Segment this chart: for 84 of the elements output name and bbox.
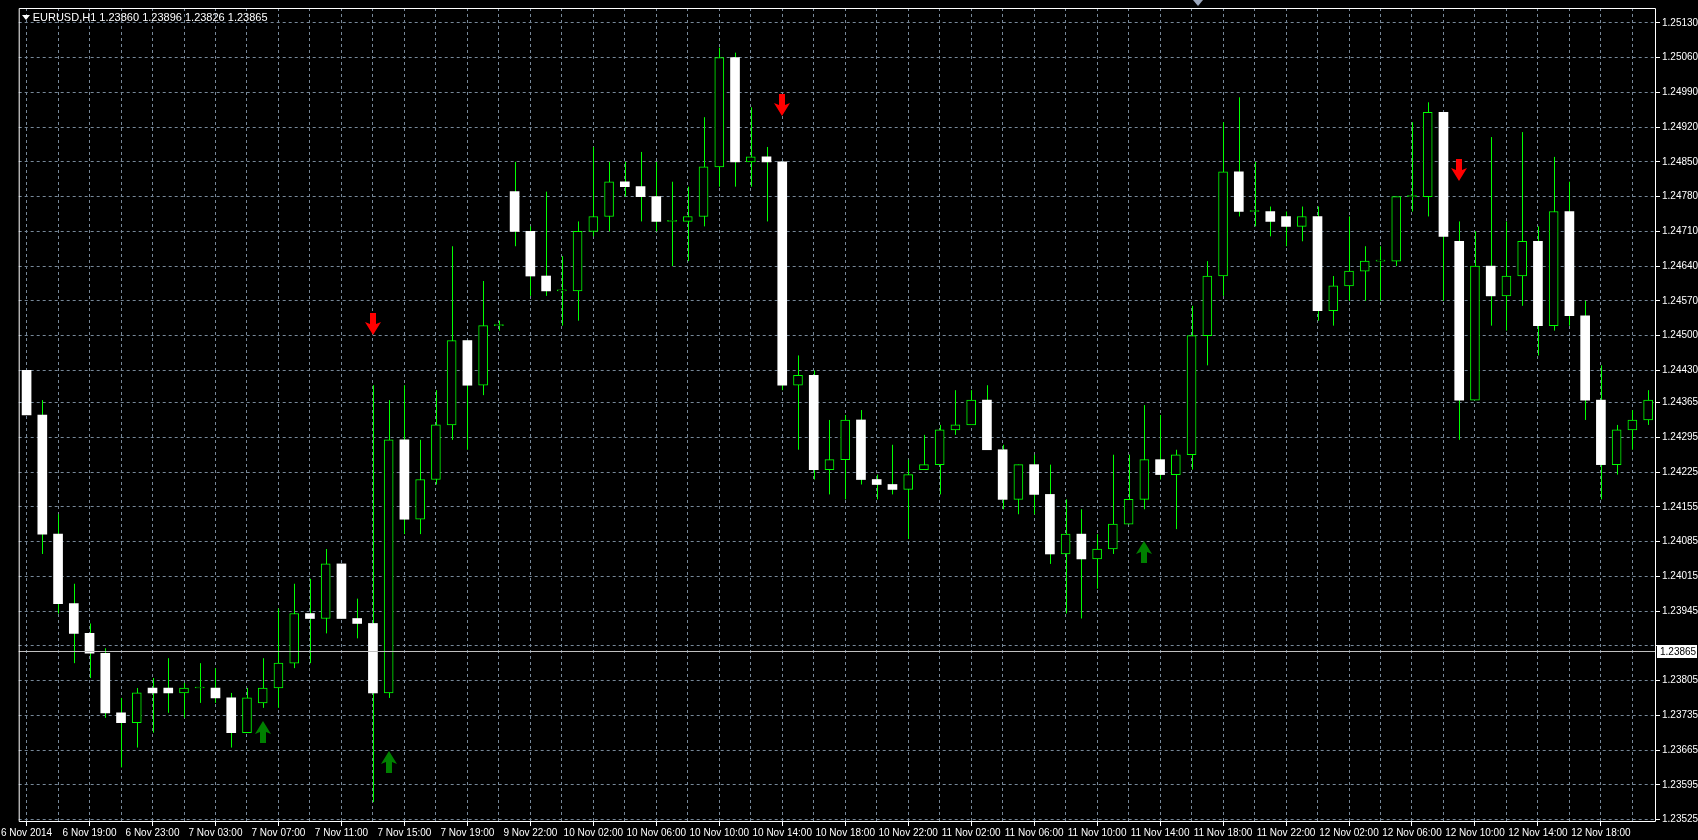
x-tick-label: 12 Nov 10:00 bbox=[1445, 826, 1506, 838]
y-tick-label: 1.24850 bbox=[1662, 155, 1698, 167]
x-tick-label: 10 Nov 10:00 bbox=[689, 826, 750, 838]
candlestick bbox=[824, 419, 835, 495]
x-tick-label: 12 Nov 02:00 bbox=[1319, 826, 1380, 838]
y-tick-label: 1.24365 bbox=[1662, 396, 1698, 408]
x-tick-label: 11 Nov 10:00 bbox=[1067, 826, 1127, 838]
candlestick bbox=[1328, 275, 1339, 327]
candlestick bbox=[194, 662, 205, 704]
x-tick-label: 11 Nov 02:00 bbox=[941, 826, 1001, 838]
y-tick-label: 1.23735 bbox=[1662, 709, 1698, 721]
ref-line-label: 1.23865 bbox=[1660, 645, 1697, 657]
candlestick bbox=[903, 459, 914, 540]
candlestick bbox=[871, 474, 882, 500]
x-tick-label: 10 Nov 14:00 bbox=[752, 826, 813, 838]
y-tick-label: 1.24570 bbox=[1662, 294, 1698, 306]
x-tick-label: 12 Nov 06:00 bbox=[1382, 826, 1443, 838]
x-tick-label: 6 Nov 19:00 bbox=[62, 826, 117, 838]
candlestick bbox=[1265, 206, 1276, 237]
chart-title: EURUSD,H1 1.23860 1.23896 1.23826 1.23865 bbox=[32, 10, 268, 23]
candlestick bbox=[1092, 533, 1102, 590]
x-tick-label: 10 Nov 18:00 bbox=[815, 826, 876, 838]
y-tick-label: 1.24225 bbox=[1662, 465, 1698, 477]
candlestick bbox=[116, 697, 126, 768]
y-tick-label: 1.24430 bbox=[1662, 364, 1698, 376]
y-tick-label: 1.25130 bbox=[1662, 16, 1698, 28]
candlestick bbox=[305, 578, 315, 664]
candlestick bbox=[1344, 215, 1354, 302]
x-tick-label: 12 Nov 18:00 bbox=[1571, 826, 1632, 838]
y-tick-label: 1.23595 bbox=[1662, 778, 1698, 790]
candlestick bbox=[557, 255, 567, 327]
candlestick bbox=[966, 389, 976, 426]
y-tick-label: 1.23525 bbox=[1662, 813, 1698, 825]
x-tick-label: 11 Nov 06:00 bbox=[1004, 826, 1064, 838]
x-tick-label: 7 Nov 11:00 bbox=[314, 826, 369, 838]
candlestick bbox=[1296, 206, 1307, 242]
x-tick-label: 11 Nov 18:00 bbox=[1193, 826, 1253, 838]
candlestick bbox=[682, 186, 693, 262]
x-tick-label: 6 Nov 2014 bbox=[1, 826, 53, 838]
y-tick-label: 1.24155 bbox=[1662, 500, 1698, 512]
y-tick-label: 1.24085 bbox=[1662, 535, 1698, 547]
candlestick bbox=[257, 657, 268, 709]
x-tick-label: 10 Nov 02:00 bbox=[563, 826, 624, 838]
x-tick-label: 12 Nov 14:00 bbox=[1508, 826, 1569, 838]
candlestick bbox=[793, 354, 803, 451]
x-tick-label: 6 Nov 23:00 bbox=[125, 826, 180, 838]
y-tick-label: 1.24990 bbox=[1662, 86, 1698, 98]
candlestick bbox=[352, 598, 363, 639]
y-tick-label: 1.25060 bbox=[1662, 51, 1698, 63]
y-tick-label: 1.23665 bbox=[1662, 743, 1698, 755]
candlestick bbox=[1375, 245, 1386, 302]
candlestick bbox=[1359, 245, 1370, 302]
candlestick bbox=[541, 191, 551, 297]
x-tick-label: 7 Nov 03:00 bbox=[188, 826, 243, 838]
candlestick bbox=[1123, 454, 1134, 525]
x-tick-label: 7 Nov 19:00 bbox=[440, 826, 495, 838]
y-tick-label: 1.24015 bbox=[1662, 570, 1698, 582]
candlestick bbox=[635, 151, 646, 222]
candlestick bbox=[619, 161, 630, 198]
y-tick-label: 1.24500 bbox=[1662, 329, 1698, 341]
candlestick bbox=[919, 434, 929, 471]
y-tick-label: 1.24920 bbox=[1662, 120, 1698, 132]
x-tick-label: 11 Nov 22:00 bbox=[1256, 826, 1316, 838]
x-tick-label: 11 Nov 14:00 bbox=[1130, 826, 1190, 838]
candlestick bbox=[1171, 449, 1181, 530]
candlestick bbox=[1643, 389, 1653, 426]
candlestick bbox=[84, 622, 95, 679]
y-tick-label: 1.24640 bbox=[1662, 259, 1698, 271]
x-tick-label: 9 Nov 22:00 bbox=[503, 826, 558, 838]
x-tick-label: 7 Nov 15:00 bbox=[377, 826, 432, 838]
candlestick bbox=[163, 657, 174, 714]
x-tick-label: 10 Nov 22:00 bbox=[878, 826, 939, 838]
y-tick-label: 1.23945 bbox=[1662, 604, 1698, 616]
candlestick bbox=[1155, 414, 1165, 481]
y-tick-label: 1.24710 bbox=[1662, 225, 1698, 237]
candlestick bbox=[1108, 454, 1118, 555]
candlestick bbox=[1281, 211, 1291, 247]
candlestick bbox=[887, 444, 898, 495]
x-tick-label: 7 Nov 07:00 bbox=[251, 826, 306, 838]
y-tick-label: 1.23805 bbox=[1662, 674, 1698, 686]
x-tick-label: 10 Nov 06:00 bbox=[626, 826, 687, 838]
y-tick-label: 1.24295 bbox=[1662, 431, 1698, 443]
y-tick-label: 1.24780 bbox=[1662, 190, 1698, 202]
candlestick bbox=[588, 146, 599, 237]
